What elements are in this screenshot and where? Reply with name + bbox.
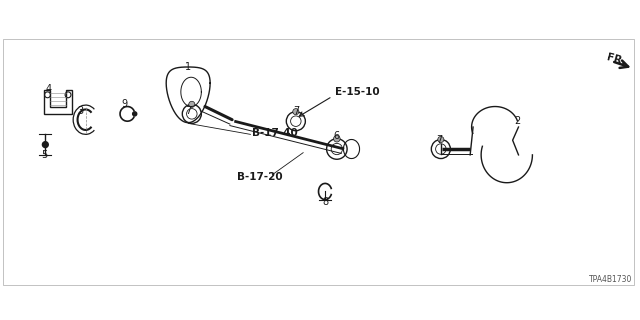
Text: 5: 5 — [41, 150, 47, 160]
Text: 7: 7 — [185, 106, 191, 116]
Text: 1: 1 — [185, 62, 191, 72]
Text: 8: 8 — [322, 197, 328, 207]
Text: 3: 3 — [77, 106, 84, 116]
Text: 9: 9 — [122, 99, 127, 108]
Text: 7: 7 — [436, 135, 442, 145]
Text: B-17-40: B-17-40 — [252, 128, 298, 138]
Circle shape — [438, 136, 444, 142]
Text: B-17-20: B-17-20 — [237, 172, 283, 182]
Text: TPA4B1730: TPA4B1730 — [589, 275, 633, 284]
Text: 6: 6 — [334, 131, 340, 141]
Circle shape — [42, 142, 48, 148]
Text: 4: 4 — [46, 84, 52, 94]
Circle shape — [333, 135, 340, 142]
Circle shape — [132, 112, 137, 116]
Circle shape — [189, 101, 195, 108]
Text: FR.: FR. — [605, 52, 627, 67]
Text: 2: 2 — [515, 116, 521, 126]
Circle shape — [292, 108, 299, 115]
Text: E-15-10: E-15-10 — [335, 87, 380, 97]
Text: 7: 7 — [292, 106, 299, 116]
